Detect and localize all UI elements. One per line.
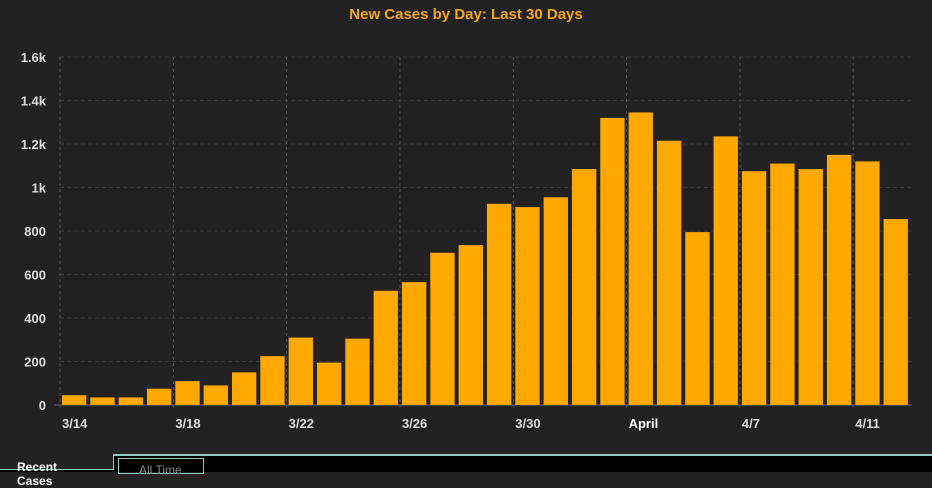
bar-4/11 [855,161,880,405]
x-tick-label: April [629,416,659,431]
bar-3/23 [316,362,342,405]
bar-4/6 [713,136,738,405]
bar-3/19 [203,385,228,405]
bar-4/8 [770,163,795,405]
bar-4/4 [656,140,682,406]
bar-4/9 [798,169,823,405]
bar-3/27 [430,252,455,405]
bar-3/28 [458,245,483,405]
bar-4/3 [628,112,653,406]
bar-3/25 [373,290,398,405]
tab-recent-cases[interactable]: Recent Cases [0,454,114,488]
y-tick-label: 400 [24,311,46,326]
x-tick-label: 3/30 [515,416,540,431]
y-tick-label: 600 [24,268,46,283]
x-tick-label: 3/22 [289,416,314,431]
x-tick-label: 4/7 [742,416,760,431]
bar-3/17 [146,388,172,405]
bar-3/15 [90,397,115,405]
bar-4/2 [600,117,625,406]
bar-3/14 [62,395,87,405]
bar-chart: 0 200 400 600 800 1k 1.2k 1.4k 1.6k 3/14 3/18 3/22 3… [21,50,912,431]
tab-bar: Recent Cases All Time [0,454,932,488]
x-tick-label: 3/14 [62,416,88,431]
bar-4/5 [685,232,710,405]
bar-3/26 [401,282,427,405]
tab-all-time[interactable]: All Time [118,458,204,477]
bar-3/29 [486,203,512,405]
x-tick-label: 3/26 [402,416,427,431]
chart-title: New Cases by Day: Last 30 Days [349,6,583,23]
bar-4/7 [741,171,767,405]
bar-3/18 [175,381,200,405]
y-tick-label: 200 [24,355,46,370]
x-tick-label: 3/18 [175,416,200,431]
y-tick-label: 1.4k [21,94,47,109]
y-tick-label: 1.2k [21,137,47,152]
bar-3/22 [288,337,313,405]
bar-3/31 [543,197,568,405]
y-tick-label: 1.6k [21,50,47,65]
bar-4/1 [571,169,597,405]
x-tick-label: 4/11 [855,416,880,431]
bar-3/20 [231,372,257,405]
bar-3/16 [118,397,143,405]
bar-4/10 [826,154,852,405]
y-tick-label: 0 [39,398,46,413]
y-tick-label: 1k [32,181,47,196]
y-tick-label: 800 [24,224,46,239]
bar-3/24 [345,338,370,405]
bar-3/21 [260,356,285,405]
bar-4/12 [883,219,908,405]
bar-3/30 [515,207,540,405]
